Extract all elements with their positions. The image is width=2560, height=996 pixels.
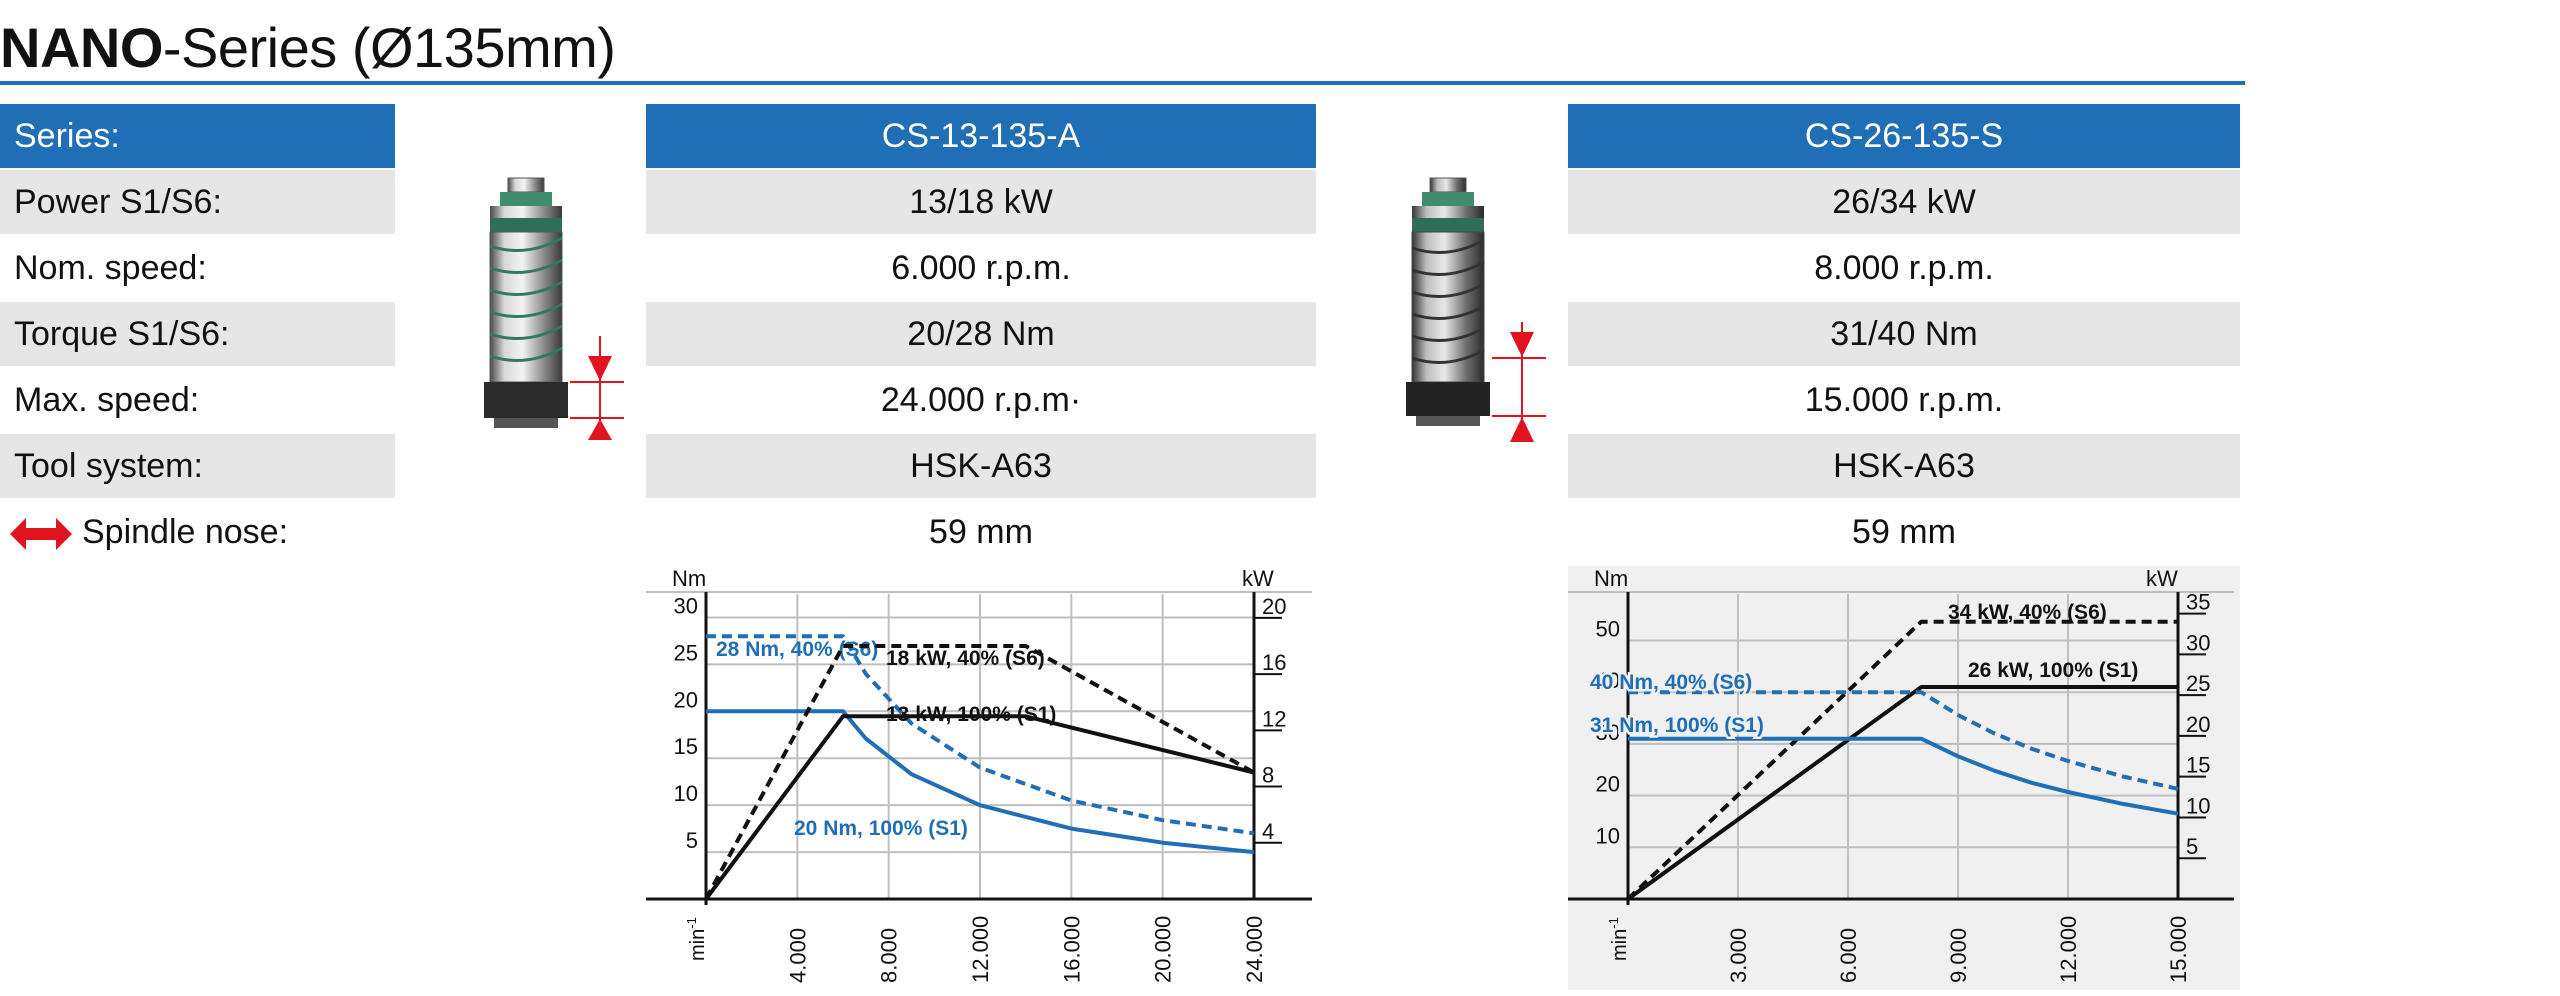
row-label-torque: Torque S1/S6: — [0, 302, 395, 366]
y-right-tick-label: 20 — [2186, 712, 2210, 737]
series-label: 13 kW, 100% (S1) — [886, 703, 1056, 726]
y-right-tick-label: 16 — [1262, 650, 1286, 675]
y-right-unit-label: kW — [1242, 566, 1274, 591]
x-tick-label: 12.000 — [2056, 916, 2081, 983]
row-label-spindle-nose: Spindle nose: — [82, 513, 289, 551]
series-line — [704, 714, 1255, 901]
model-b-spindle-nose: 59 mm — [1852, 513, 1956, 551]
chart-cs-26-135-s: Nm kW 50 40 30 20 10 35 30 25 20 15 10 5 3.000 6.000 9.0… — [1568, 566, 2240, 990]
model-a-torque: 20/28 Nm — [646, 302, 1316, 366]
y-right-unit-label: kW — [2146, 566, 2178, 591]
y-left-tick-label: 30 — [1596, 720, 1620, 745]
y-left-tick-label: 15 — [674, 734, 698, 759]
y-right-tick-label: 20 — [1262, 594, 1286, 619]
model-a-tool-system: HSK-A63 — [646, 434, 1316, 498]
y-right-tick-label: 35 — [2186, 590, 2210, 615]
y-left-tick-label: 20 — [674, 687, 698, 712]
y-right-tick-label: 12 — [1262, 706, 1286, 731]
y-left-unit-label: Nm — [1594, 566, 1628, 591]
page-title: NANO-Series (Ø135mm) — [0, 8, 616, 88]
title-rest: -Series (Ø135mm) — [162, 16, 616, 79]
y-right-tick-label: 8 — [1262, 763, 1274, 788]
model-b-torque: 31/40 Nm — [1568, 302, 2240, 366]
spindle-image-a — [484, 177, 624, 440]
series-line — [1626, 619, 2178, 901]
spec-row-power: Power S1/S6: 13/18 kW 26/34 kW — [0, 170, 2250, 234]
model-a-max-speed: 24.000 r.p.m· — [880, 381, 1082, 419]
x-tick-label: 24.000 — [1242, 916, 1267, 983]
x-tick-label: 12.000 — [968, 916, 993, 983]
row-label-tool-system: Tool system: — [0, 434, 395, 498]
model-b-max-speed: 15.000 r.p.m. — [1804, 381, 2004, 419]
chart-svg-b: Nm kW 50 40 30 20 10 35 30 25 20 15 10 5 3.000 6.000 9.0… — [1568, 566, 2240, 990]
model-b-series: CS-26-135-S — [1568, 104, 2240, 168]
y-right-tick-label: 30 — [2186, 630, 2210, 655]
series-line — [1628, 690, 2179, 791]
model-b-nom-speed: 8.000 r.p.m. — [1814, 249, 1994, 287]
x-tick-label: 6.000 — [1836, 928, 1861, 983]
series-line — [706, 634, 1255, 836]
dimension-arrows-icon — [1492, 322, 1546, 442]
chart-svg-a: Nm kW 30 25 20 15 10 5 20 16 12 8 4 4.000 8.000 12.000 1… — [646, 566, 1312, 983]
row-label-max-speed: Max. speed: — [14, 381, 200, 419]
series-label: 26 kW, 100% (S1) — [1968, 659, 2138, 682]
y-right-tick-label: 10 — [2186, 793, 2210, 818]
series-label: 28 Nm, 40% (S6) — [716, 638, 878, 661]
series-label: 34 kW, 40% (S6) — [1948, 601, 2107, 624]
y-right-tick-label: 15 — [2186, 753, 2210, 778]
spec-row-tool-system: Tool system: HSK-A63 HSK-A63 — [0, 434, 2250, 498]
spindle-image-b — [1406, 177, 1546, 442]
chart-cs-13-135-a: Nm kW 30 25 20 15 10 5 20 16 12 8 4 4.000 8.000 12.000 1… — [646, 566, 1316, 990]
title-underline — [0, 81, 2245, 85]
x-unit-label: min-1 — [684, 917, 709, 961]
series-label: 20 Nm, 100% (S1) — [794, 817, 968, 840]
y-right-tick-label: 5 — [2186, 834, 2198, 859]
x-tick-label: 8.000 — [877, 928, 902, 983]
row-label-nom-speed: Nom. speed: — [14, 249, 207, 287]
y-left-tick-label: 50 — [1596, 617, 1620, 642]
x-tick-label: 3.000 — [1726, 928, 1751, 983]
series-label: 40 Nm, 40% (S6) — [1590, 671, 1752, 694]
x-tick-label: 9.000 — [1946, 928, 1971, 983]
spec-row-max-speed: Max. speed: 24.000 r.p.m· 15.000 r.p.m. — [0, 368, 2250, 432]
model-b-power: 26/34 kW — [1568, 170, 2240, 234]
model-a-spindle-nose: 59 mm — [929, 513, 1033, 551]
spec-row-nom-speed: Nom. speed: 6.000 r.p.m. 8.000 r.p.m. — [0, 236, 2250, 300]
plot-background — [1568, 566, 2240, 990]
series-line — [1628, 736, 2179, 816]
y-left-tick-label: 10 — [1596, 823, 1620, 848]
x-tick-label: 4.000 — [785, 928, 810, 983]
spec-row-series: Series: CS-13-135-A CS-26-135-S — [0, 104, 2250, 168]
y-left-tick-label: 10 — [674, 781, 698, 806]
y-right-tick-label: 25 — [2186, 671, 2210, 696]
x-tick-label: 16.000 — [1059, 916, 1084, 983]
title-bold: NANO — [0, 16, 163, 79]
y-right-tick-label: 4 — [1262, 819, 1274, 844]
model-a-series: CS-13-135-A — [646, 104, 1316, 168]
model-a-power: 13/18 kW — [646, 170, 1316, 234]
y-left-tick-label: 40 — [1596, 668, 1620, 693]
series-line — [1626, 685, 2178, 901]
series-label: 31 Nm, 100% (S1) — [1590, 714, 1764, 737]
x-tick-label: 20.000 — [1151, 916, 1176, 983]
double-arrow-icon — [10, 518, 72, 550]
x-tick-label: 15.000 — [2166, 916, 2191, 983]
y-left-tick-label: 25 — [674, 640, 698, 665]
y-left-unit-label: Nm — [672, 566, 706, 591]
model-a-nom-speed: 6.000 r.p.m. — [891, 249, 1071, 287]
series-label: 18 kW, 40% (S6) — [886, 647, 1045, 670]
row-label-series: Series: — [0, 104, 395, 168]
y-left-tick-label: 5 — [686, 828, 698, 853]
row-label-power: Power S1/S6: — [0, 170, 395, 234]
model-b-tool-system: HSK-A63 — [1568, 434, 2240, 498]
series-line — [704, 644, 1255, 900]
y-left-tick-label: 20 — [1596, 772, 1620, 797]
spec-row-torque: Torque S1/S6: 20/28 Nm 31/40 Nm — [0, 302, 2250, 366]
y-left-tick-label: 30 — [674, 593, 698, 618]
spec-row-spindle-nose: Spindle nose: 59 mm 59 mm — [0, 500, 2250, 564]
dimension-arrows-icon — [570, 336, 624, 440]
